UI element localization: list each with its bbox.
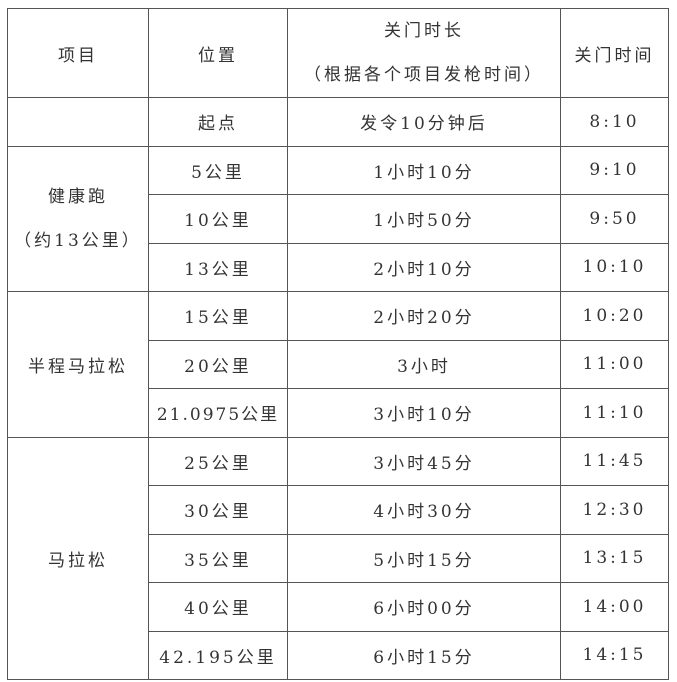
duration-cell: 6小时15分 — [287, 630, 561, 680]
duration-cell: 3小时 — [287, 339, 561, 389]
time-cell: 14:15 — [560, 630, 669, 680]
position-cell: 5公里 — [148, 145, 288, 195]
cutoff-time-table: 项目 位置 关门时长 （根据各个项目发枪时间） 关门时间 起点 发令10分钟后 8… — [7, 8, 669, 680]
table-row: 21.0975公里 3小时10分 11:10 — [8, 388, 669, 438]
time-cell: 9:10 — [560, 145, 669, 195]
duration-cell: 发令10分钟后 — [287, 97, 561, 147]
duration-cell: 5小时15分 — [287, 533, 561, 583]
header-duration-line2: （根据各个项目发枪时间） — [304, 65, 544, 85]
header-close-time: 关门时间 — [560, 8, 669, 98]
group-cell-half-marathon: 半程马拉松 — [7, 291, 149, 438]
duration-cell: 6小时00分 — [287, 582, 561, 632]
duration-cell: 4小时30分 — [287, 485, 561, 535]
position-cell: 35公里 — [148, 533, 288, 583]
item-cell-empty — [7, 97, 149, 147]
header-duration: 关门时长 （根据各个项目发枪时间） — [287, 8, 561, 98]
table-row: 10公里 1小时50分 9:50 — [8, 194, 669, 244]
duration-cell: 2小时10分 — [287, 242, 561, 292]
table-row: 起点 发令10分钟后 8:10 — [7, 97, 669, 147]
duration-cell: 3小时45分 — [287, 436, 561, 486]
time-cell: 13:15 — [560, 533, 669, 583]
table-row: 马拉松 25公里 3小时45分 11:45 — [7, 436, 669, 680]
header-position: 位置 — [148, 8, 288, 98]
time-cell: 12:30 — [560, 485, 669, 535]
group-name-note: （约13公里） — [14, 230, 142, 251]
time-cell: 10:20 — [560, 291, 669, 341]
time-cell: 11:00 — [560, 339, 669, 389]
time-cell: 11:45 — [560, 436, 669, 486]
duration-cell: 1小时10分 — [287, 145, 561, 195]
position-cell: 15公里 — [148, 291, 288, 341]
duration-cell: 1小时50分 — [287, 194, 561, 244]
position-cell: 10公里 — [148, 194, 288, 244]
group-cell-fun-run: 健康跑 （约13公里） — [7, 145, 149, 292]
table-row: 13公里 2小时10分 10:10 — [8, 242, 669, 292]
position-cell: 40公里 — [148, 582, 288, 632]
table-row: 42.195公里 6小时15分 14:15 — [8, 630, 669, 680]
group-name: 健康跑 — [48, 186, 108, 207]
header-row: 项目 位置 关门时长 （根据各个项目发枪时间） 关门时间 — [7, 8, 669, 98]
table-row: 健康跑 （约13公里） 5公里 1小时10分 9:10 — [7, 145, 669, 292]
header-duration-line1: 关门时长 — [384, 21, 464, 41]
position-cell: 起点 — [148, 97, 288, 147]
time-cell: 8:10 — [560, 97, 669, 147]
time-cell: 10:10 — [560, 242, 669, 292]
header-item: 项目 — [7, 8, 149, 98]
time-cell: 11:10 — [560, 388, 669, 438]
position-cell: 20公里 — [148, 339, 288, 389]
position-cell: 30公里 — [148, 485, 288, 535]
position-cell: 25公里 — [148, 436, 288, 486]
time-cell: 14:00 — [560, 582, 669, 632]
duration-cell: 3小时10分 — [287, 388, 561, 438]
position-cell: 13公里 — [148, 242, 288, 292]
table-row: 半程马拉松 15公里 2小时20分 10:20 — [7, 291, 669, 438]
duration-cell: 2小时20分 — [287, 291, 561, 341]
table-row: 35公里 5小时15分 13:15 — [8, 533, 669, 583]
table-row: 30公里 4小时30分 12:30 — [8, 485, 669, 535]
group-cell-marathon: 马拉松 — [7, 436, 149, 680]
position-cell: 21.0975公里 — [148, 388, 288, 438]
table-row: 20公里 3小时 11:00 — [8, 339, 669, 389]
time-cell: 9:50 — [560, 194, 669, 244]
position-cell: 42.195公里 — [148, 630, 288, 680]
table-row: 40公里 6小时00分 14:00 — [8, 582, 669, 632]
